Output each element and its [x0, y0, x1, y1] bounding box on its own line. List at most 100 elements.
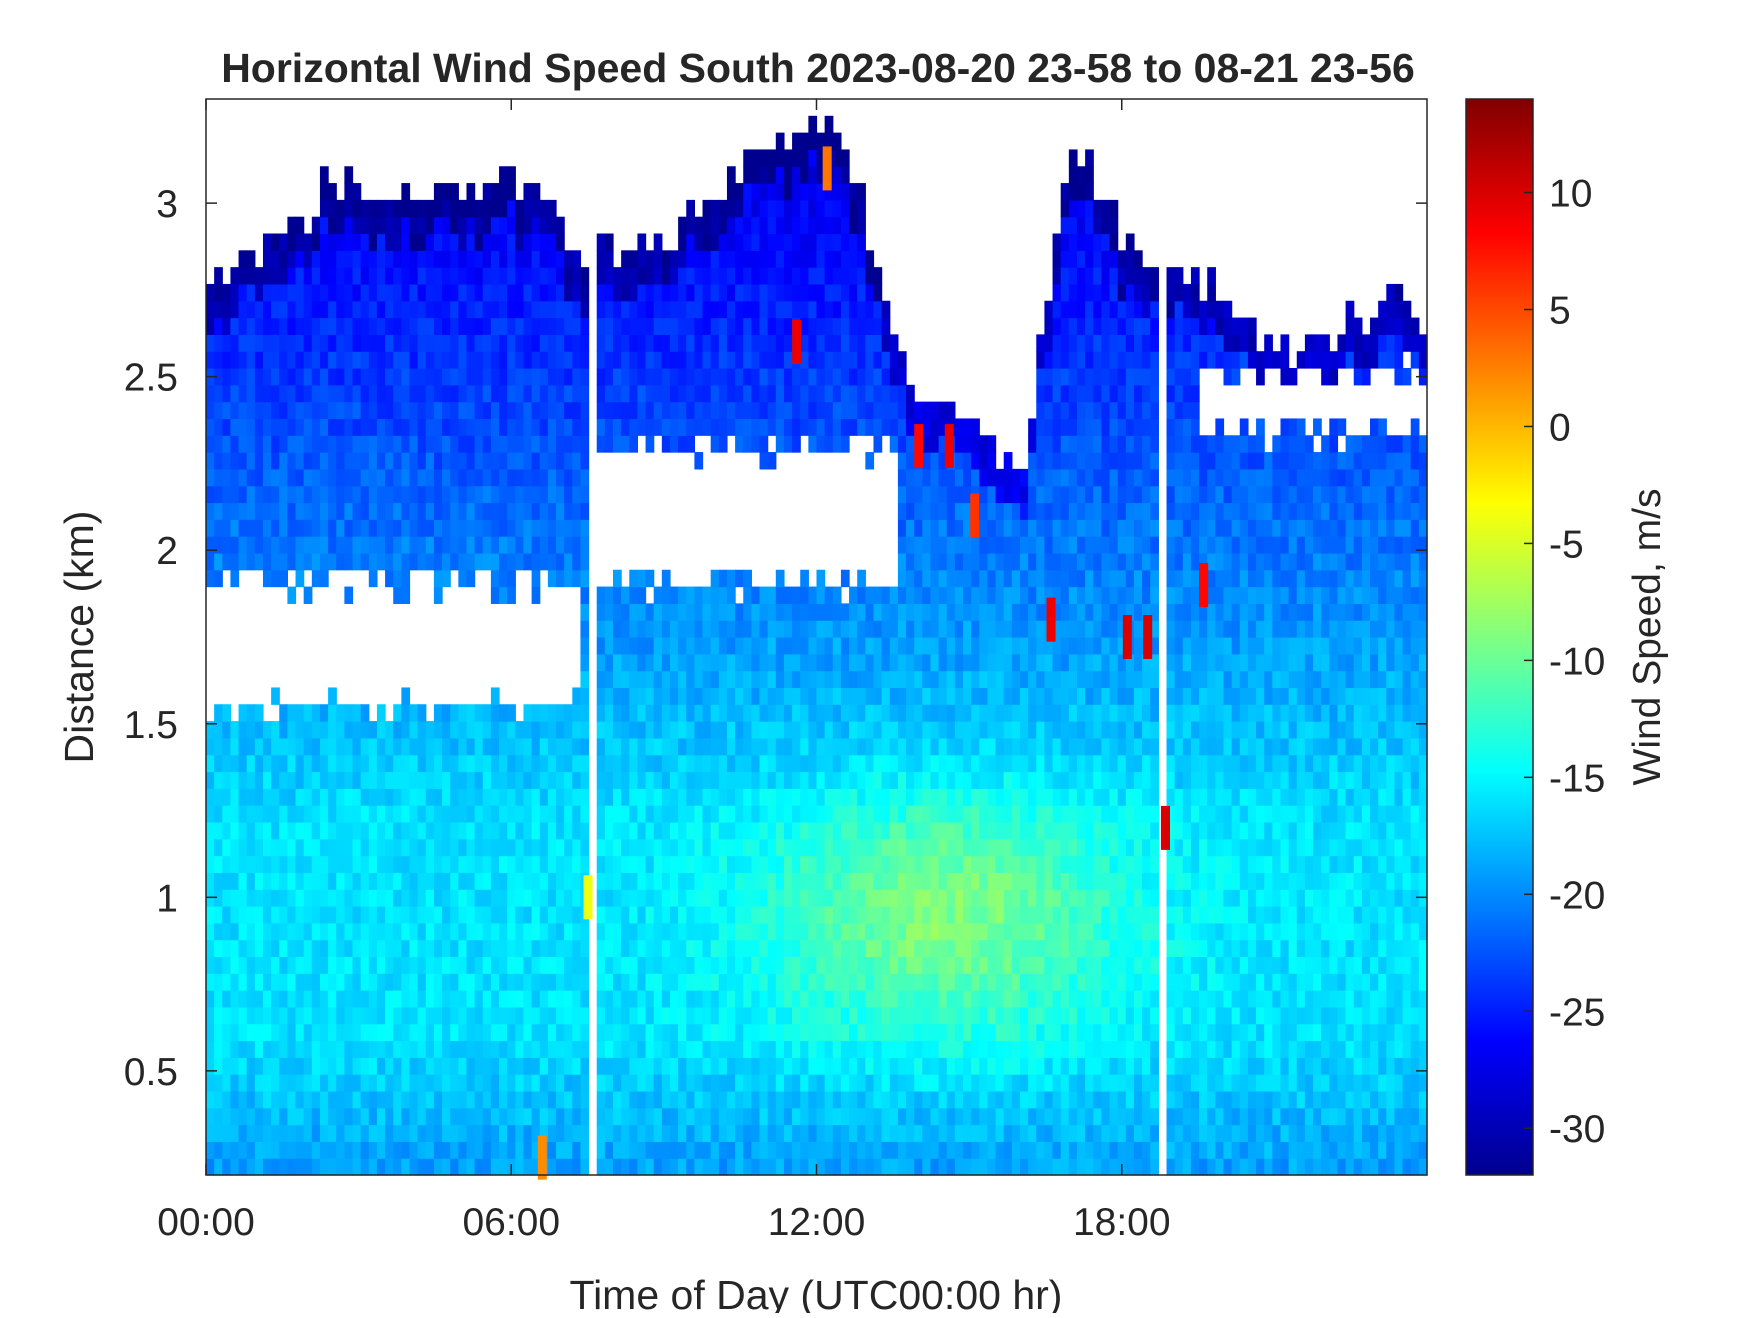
heatmap-cell [507, 300, 516, 319]
heatmap-cell [604, 872, 614, 890]
heatmap-cell [987, 485, 997, 504]
heatmap-cell [385, 1107, 394, 1126]
heatmap-cell [279, 821, 288, 840]
heatmap-cell [783, 973, 793, 991]
heatmap-cell [718, 1057, 728, 1075]
heatmap-cell [507, 1090, 516, 1109]
heatmap-cell [710, 821, 720, 840]
heatmap-cell [694, 704, 704, 722]
heatmap-cell [759, 754, 769, 773]
heatmap-cell [556, 922, 565, 941]
heatmap-cell [303, 1107, 313, 1126]
heatmap-cell [946, 754, 956, 773]
heatmap-cell [881, 300, 891, 319]
heatmap-cell [319, 855, 329, 873]
heatmap-cell [629, 990, 639, 1008]
heatmap-cell [230, 519, 240, 537]
heatmap-cell [963, 788, 972, 806]
heatmap-cell [897, 922, 907, 941]
heatmap-cell [246, 368, 256, 386]
heatmap-cell [767, 939, 777, 958]
heatmap-cell [466, 1023, 476, 1042]
heatmap-cell [726, 906, 736, 924]
heatmap-cell [914, 1124, 923, 1142]
heatmap-cell [433, 990, 443, 1008]
heatmap-cell [531, 939, 541, 958]
heatmap-cell [409, 384, 419, 403]
heatmap-cell [206, 788, 215, 806]
heatmap-cell [344, 754, 354, 773]
heatmap-cell [490, 1090, 500, 1109]
heatmap-cell [775, 1074, 785, 1092]
heatmap-cell [490, 1023, 500, 1042]
heatmap-cell [572, 485, 582, 504]
heatmap-cell [482, 788, 492, 806]
heatmap-cell [637, 334, 647, 352]
heatmap-cell [1011, 1158, 1021, 1176]
heatmap-cell [629, 821, 639, 840]
heatmap-cell [458, 737, 468, 756]
heatmap-cell [360, 401, 370, 420]
heatmap-cell [938, 435, 948, 453]
heatmap-cell [539, 1040, 549, 1058]
heatmap-cell [726, 771, 736, 789]
heatmap-cell [360, 468, 370, 487]
heatmap-cell [336, 485, 345, 504]
heatmap-cell [906, 1141, 915, 1159]
heatmap-cell [710, 620, 720, 638]
heatmap-cell [206, 1040, 215, 1058]
heatmap-cell [849, 721, 858, 739]
heatmap-cell [572, 737, 582, 756]
heatmap-cell [417, 300, 427, 319]
heatmap-cell [995, 973, 1005, 991]
heatmap-cell [319, 956, 329, 974]
heatmap-cell [507, 317, 516, 335]
heatmap-cell [857, 771, 866, 789]
heatmap-cell [767, 754, 777, 773]
heatmap-cell [539, 452, 549, 470]
heatmap-cell [1003, 1074, 1013, 1092]
heatmap-cell [311, 233, 321, 251]
heatmap-cell [230, 990, 240, 1008]
heatmap-cell [425, 1141, 435, 1159]
heatmap-cell [653, 351, 663, 369]
heatmap-cell [832, 973, 842, 991]
heatmap-cell [311, 1006, 321, 1025]
heatmap-cell [751, 620, 761, 638]
heatmap-cell [360, 351, 370, 369]
heatmap-cell [336, 401, 345, 420]
heatmap-cell [783, 805, 793, 823]
heatmap-cell [832, 771, 842, 789]
heatmap-cell [710, 670, 720, 689]
heatmap-cell [344, 956, 354, 974]
heatmap-cell [206, 737, 215, 756]
heatmap-cell [246, 468, 256, 487]
heatmap-cell [653, 586, 663, 604]
heatmap-cell [490, 906, 500, 924]
heatmap-cell [1028, 1006, 1037, 1025]
heatmap-cell [238, 1090, 248, 1109]
heatmap-cell [735, 906, 744, 924]
heatmap-cell [417, 872, 427, 890]
heatmap-cell [490, 418, 500, 436]
heatmap-cell [808, 199, 818, 218]
heatmap-cell [840, 317, 850, 335]
heatmap-cell [669, 653, 679, 672]
heatmap-cell [376, 1141, 386, 1159]
heatmap-cell [596, 922, 606, 941]
heatmap-cell [946, 519, 956, 537]
heatmap-cell [800, 1040, 809, 1058]
heatmap-cell [775, 283, 785, 302]
heatmap-cell [262, 1090, 272, 1109]
heatmap-cell [222, 1074, 232, 1092]
heatmap-cell [344, 855, 354, 873]
heatmap-cell [531, 384, 541, 403]
heatmap-cell [352, 283, 362, 302]
heatmap-cell [751, 1074, 761, 1092]
heatmap-cell [295, 956, 305, 974]
heatmap-cell [246, 452, 256, 470]
heatmap-cell [295, 435, 305, 453]
heatmap-cell [450, 973, 459, 991]
heatmap-cell [507, 418, 516, 436]
heatmap-cell [702, 1090, 712, 1109]
